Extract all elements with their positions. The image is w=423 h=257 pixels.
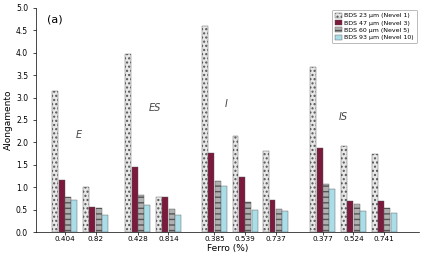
Bar — [65, 197, 71, 232]
Bar — [156, 197, 162, 232]
Bar — [371, 154, 378, 232]
Bar — [169, 209, 175, 232]
Bar — [310, 67, 316, 232]
Bar — [252, 210, 258, 232]
Bar — [125, 54, 131, 232]
Bar — [221, 186, 227, 232]
Bar — [202, 26, 208, 232]
Bar — [341, 145, 347, 232]
Text: I: I — [225, 99, 228, 109]
Bar — [390, 213, 397, 232]
Bar — [354, 204, 360, 232]
Bar — [132, 167, 137, 232]
Bar — [378, 201, 384, 232]
Legend: BDS 23 μm (Nevel 1), BDS 47 μm (Nevel 3), BDS 60 μm (Nevel 5), BDS 93 μm (Nevel : BDS 23 μm (Nevel 1), BDS 47 μm (Nevel 3)… — [332, 10, 417, 43]
Bar — [214, 181, 220, 232]
Bar — [175, 215, 181, 232]
Bar — [96, 208, 102, 232]
Bar — [245, 202, 251, 232]
Bar — [71, 200, 77, 232]
Bar — [52, 91, 58, 232]
Bar — [83, 187, 89, 232]
Bar — [239, 178, 245, 232]
Bar — [347, 201, 353, 232]
Bar — [233, 136, 239, 232]
Y-axis label: Alongamento: Alongamento — [4, 90, 13, 150]
Bar — [144, 205, 150, 232]
Text: (a): (a) — [47, 14, 63, 24]
Bar — [384, 208, 390, 232]
Bar — [162, 197, 168, 232]
Bar — [323, 184, 329, 232]
Bar — [360, 211, 366, 232]
Bar — [89, 207, 95, 232]
Text: E: E — [75, 130, 81, 140]
Bar — [102, 215, 108, 232]
Bar — [282, 211, 288, 232]
X-axis label: Ferro (%): Ferro (%) — [206, 244, 248, 253]
Bar — [269, 200, 275, 232]
Text: ES: ES — [149, 103, 161, 113]
Bar — [263, 151, 269, 232]
Text: IS: IS — [339, 112, 348, 122]
Bar — [59, 180, 65, 232]
Bar — [330, 189, 335, 232]
Bar — [208, 153, 214, 232]
Bar — [316, 148, 323, 232]
Bar — [138, 195, 144, 232]
Bar — [276, 209, 282, 232]
